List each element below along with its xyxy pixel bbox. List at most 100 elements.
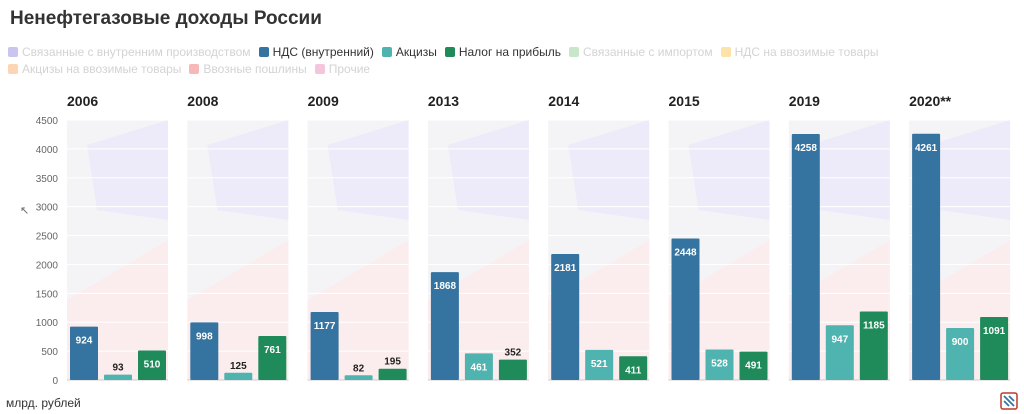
bar <box>551 253 580 380</box>
legend-swatch <box>8 47 18 57</box>
category-label: 2020** <box>909 93 952 109</box>
y-tick-label: 4500 <box>36 116 59 127</box>
data-label: 461 <box>471 362 488 373</box>
data-label: 125 <box>230 361 247 372</box>
data-label: 1177 <box>314 321 336 332</box>
y-tick-label: 1000 <box>36 318 59 329</box>
category-label: 2015 <box>669 93 700 109</box>
bar <box>671 238 700 380</box>
data-label: 761 <box>264 345 281 356</box>
legend-swatch <box>314 64 325 74</box>
data-label-background <box>620 362 647 377</box>
legend-item[interactable]: Связанные с импортом <box>568 44 713 60</box>
data-label: 924 <box>76 336 93 347</box>
y-tick-label: 2500 <box>36 232 59 243</box>
legend-swatch <box>444 47 455 57</box>
y-tick-label: 1500 <box>36 289 59 300</box>
data-label: 528 <box>711 358 728 369</box>
data-label-background <box>792 139 819 154</box>
data-label: 1091 <box>983 326 1006 337</box>
legend-label: Налог на прибыль <box>458 45 561 59</box>
legend-item[interactable]: Акцизы на ввозимые товары <box>8 61 181 77</box>
panel-background-domestic-area <box>688 120 770 220</box>
y-tick-label: 4000 <box>36 145 59 156</box>
bar <box>430 272 459 380</box>
category-label: 2009 <box>308 93 339 109</box>
legend-item[interactable]: Налог на прибыль <box>444 44 561 60</box>
panel-background-domestic-area <box>207 120 289 220</box>
bar <box>912 133 941 380</box>
data-label: 998 <box>196 331 213 342</box>
logo-icon <box>1000 392 1018 410</box>
data-label-background <box>860 317 887 332</box>
bar <box>224 372 253 380</box>
data-label-background <box>586 355 613 370</box>
legend-item[interactable]: НДС на ввозимые товары <box>720 44 879 60</box>
legend-label: НДС (внутренний) <box>272 45 374 59</box>
data-label: 82 <box>353 363 365 374</box>
legend-label: Прочие <box>328 62 371 76</box>
data-label-background <box>139 356 165 371</box>
legend-label: Связанные с импортом <box>582 45 713 59</box>
bar <box>344 375 373 380</box>
data-label-background <box>191 328 218 343</box>
data-label-background <box>740 357 767 372</box>
chart-title: Ненефтегазовые доходы России <box>10 8 322 29</box>
data-label-background <box>431 278 458 293</box>
category-label: 2008 <box>187 93 218 109</box>
mouse-cursor-icon: ↖ <box>20 205 30 217</box>
data-label-background <box>552 259 579 274</box>
panel-background-domestic-area <box>447 120 529 220</box>
panel-background-domestic-area <box>808 120 890 220</box>
y-tick-label: 2000 <box>36 260 59 271</box>
data-label: 1185 <box>863 321 885 332</box>
data-label: 195 <box>384 357 401 368</box>
category-label: 2013 <box>428 93 459 109</box>
legend-swatch <box>189 64 200 74</box>
data-label-background <box>981 322 1008 337</box>
legend-item[interactable]: Ввозные пошлины <box>189 61 307 77</box>
legend-label: НДС на ввозимые товары <box>734 45 879 59</box>
data-label-background <box>311 317 338 332</box>
panel-background-domestic-area <box>929 120 1011 220</box>
legend-item[interactable]: Связанные с внутренним производством <box>8 44 251 60</box>
data-label-background <box>947 334 974 348</box>
legend-item[interactable]: Прочие <box>314 61 371 77</box>
y-tick-label: 500 <box>41 347 58 358</box>
bar <box>791 133 820 380</box>
data-label-background <box>672 244 699 259</box>
bar <box>104 374 132 380</box>
legend-item[interactable]: НДС (внутренний) <box>258 44 374 60</box>
y-tick-label: 0 <box>52 376 58 387</box>
panel-background-domestic-area <box>327 120 409 220</box>
data-label: 491 <box>745 361 762 372</box>
data-label-background <box>259 342 286 357</box>
data-label: 510 <box>144 360 161 371</box>
data-label: 947 <box>831 334 848 345</box>
data-label: 521 <box>591 359 608 370</box>
data-label: 2181 <box>554 263 577 274</box>
data-label-background <box>465 359 492 374</box>
legend-label: Связанные с внутренним производством <box>22 45 251 59</box>
data-label: 900 <box>952 337 969 348</box>
legend-item[interactable]: Акцизы <box>381 44 437 60</box>
legend-swatch <box>720 47 731 57</box>
unit-label: млрд. рублей <box>6 396 81 410</box>
data-label: 93 <box>112 363 124 374</box>
data-label: 411 <box>625 365 642 376</box>
data-label-background <box>706 355 733 370</box>
legend-label: Акцизы <box>395 45 437 59</box>
panel-background-domestic-area <box>87 120 168 220</box>
legend-label: Акцизы на ввозимые товары <box>22 62 182 76</box>
category-label: 2014 <box>548 93 579 109</box>
legend-label: Ввозные пошлины <box>203 62 307 76</box>
data-label: 4261 <box>915 143 938 154</box>
category-label: 2019 <box>789 93 820 109</box>
data-label-background <box>71 332 97 347</box>
y-tick-label: 3500 <box>36 174 59 185</box>
data-label: 2448 <box>674 248 697 259</box>
chart-legend: Связанные с внутренним производством НДС … <box>8 44 908 78</box>
bar <box>498 359 527 380</box>
data-label: 4258 <box>795 143 818 154</box>
